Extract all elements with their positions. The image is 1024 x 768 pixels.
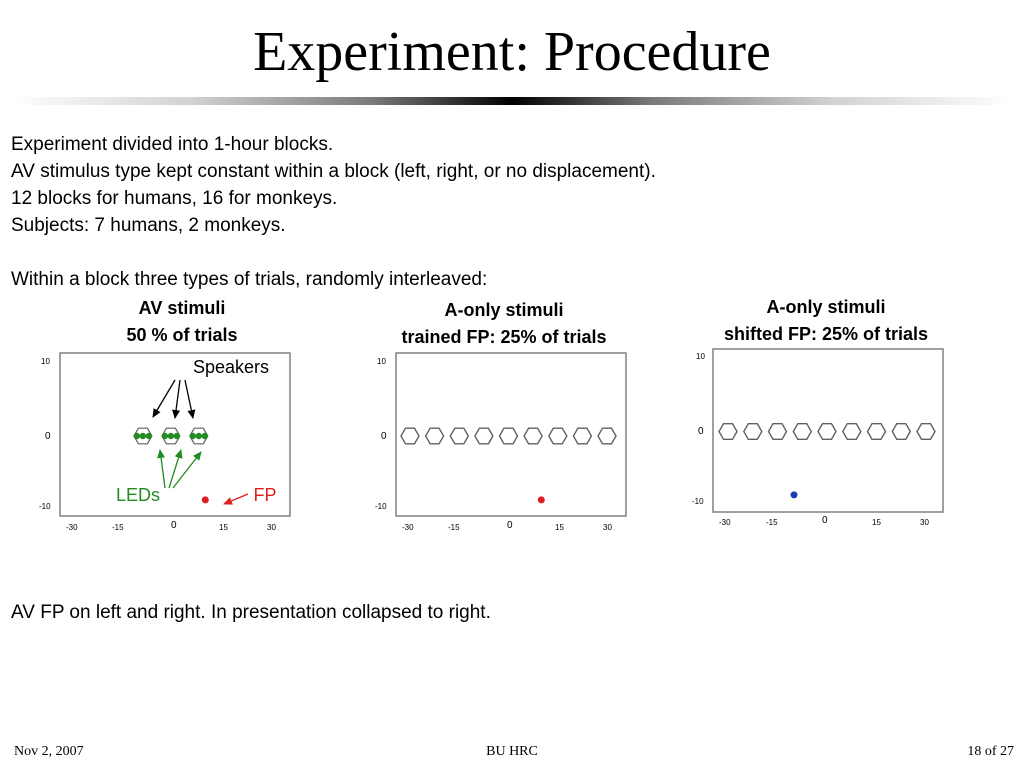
x-tick-label: 30 — [267, 523, 276, 532]
led-array — [133, 432, 208, 440]
led-arrow — [168, 449, 183, 489]
speaker-hexagon — [523, 427, 543, 445]
panel-subheading: 50 % of trials — [126, 325, 237, 345]
speaker-hexagon — [449, 427, 470, 445]
speaker-hexagon — [572, 427, 593, 445]
footer-title: BU HRC — [486, 744, 538, 759]
x-tick-label: 15 — [555, 523, 564, 532]
speaker-hexagon — [718, 423, 738, 440]
slide-title: Experiment: Procedure — [253, 21, 771, 83]
speaker-array — [400, 427, 617, 445]
x-tick-label: -15 — [448, 523, 460, 532]
speaker-arrow — [184, 379, 196, 419]
x-tick-label: 15 — [872, 518, 881, 527]
y-tick-label: 10 — [377, 357, 386, 366]
led-dot — [139, 432, 147, 440]
led-dot — [195, 432, 202, 440]
panel-subheading: trained FP: 25% of trials — [401, 327, 606, 347]
speaker-hexagon — [916, 423, 936, 440]
panel-subheading: shifted FP: 25% of trials — [724, 324, 928, 344]
led-dot — [173, 432, 181, 440]
fp-label: FP — [253, 485, 276, 505]
speaker-hexagon — [474, 427, 494, 445]
led-dot — [189, 432, 196, 440]
x-tick-label: -30 — [66, 523, 78, 532]
panel-a-only-trained: A-only stimuli trained FP: 25% of trials… — [375, 300, 627, 532]
x-tick-label: -30 — [719, 518, 731, 527]
fp-arrow — [223, 493, 249, 505]
x-tick-label: -30 — [402, 523, 414, 532]
speakers-label: Speakers — [193, 357, 269, 377]
fixation-point — [201, 496, 209, 504]
speaker-hexagon — [597, 427, 617, 445]
x-tick-label: 30 — [603, 523, 612, 532]
speaker-array — [718, 423, 936, 440]
footnote: AV FP on left and right. In presentation… — [11, 602, 491, 623]
axis-ticks: 10 0 -10 -30 -15 0 15 30 — [692, 352, 929, 527]
y-tick-label: 0 — [45, 431, 51, 442]
led-dot — [201, 432, 208, 440]
speaker-hexagon — [424, 427, 445, 445]
x-tick-label: -15 — [112, 523, 124, 532]
y-tick-label: -10 — [39, 502, 51, 511]
led-dot — [161, 432, 169, 440]
title-divider — [10, 97, 1014, 105]
led-dot — [145, 432, 153, 440]
x-tick-label: -15 — [766, 518, 778, 527]
speaker-hexagon — [400, 427, 420, 445]
y-tick-label: 0 — [698, 426, 704, 437]
fixation-point — [790, 491, 798, 499]
speaker-hexagon — [841, 423, 862, 440]
led-dot — [133, 432, 141, 440]
speaker-hexagon — [817, 423, 837, 440]
speaker-hexagon — [767, 423, 788, 440]
body-text: Experiment divided into 1-hour blocks. A… — [11, 131, 656, 293]
speaker-hexagon — [498, 427, 519, 445]
y-tick-label: -10 — [692, 497, 704, 506]
bullet-line: 12 blocks for humans, 16 for monkeys. — [11, 188, 338, 209]
bullet-line: Experiment divided into 1-hour blocks. — [11, 134, 334, 155]
speaker-hexagon — [742, 423, 763, 440]
speaker-hexagon — [891, 423, 912, 440]
x-tick-label: 30 — [920, 518, 929, 527]
bullet-line: Subjects: 7 humans, 2 monkeys. — [11, 215, 286, 236]
y-tick-label: 0 — [381, 431, 387, 442]
footer-date: Nov 2, 2007 — [14, 744, 84, 759]
panel-a-only-shifted: A-only stimuli shifted FP: 25% of trials… — [692, 297, 944, 527]
x-tick-label: 15 — [219, 523, 228, 532]
x-tick-label: 0 — [822, 515, 828, 526]
speaker-arrow — [152, 379, 176, 418]
y-tick-label: -10 — [375, 502, 387, 511]
fixation-point — [537, 496, 545, 504]
panel-heading: A-only stimuli — [766, 297, 885, 317]
led-dot — [167, 432, 175, 440]
speaker-hexagon — [792, 423, 813, 440]
panel-heading: A-only stimuli — [444, 300, 563, 320]
x-tick-label: 0 — [171, 520, 177, 531]
axis-ticks: 10 0 -10 -30 -15 0 15 30 — [39, 357, 276, 532]
panel-av-stimuli: AV stimuli 50 % of trials 10 0 -10 -30 -… — [39, 298, 291, 532]
speaker-arrow — [172, 379, 181, 419]
led-arrow — [157, 449, 166, 489]
speaker-hexagon — [866, 423, 887, 440]
intro-line: Within a block three types of trials, ra… — [11, 269, 488, 290]
bullet-line: AV stimulus type kept constant within a … — [11, 161, 656, 182]
led-arrow — [172, 451, 202, 489]
footer-page-number: 18 of 27 — [967, 744, 1014, 759]
y-tick-label: 10 — [696, 352, 705, 361]
y-tick-label: 10 — [41, 357, 50, 366]
speaker-hexagon — [547, 427, 568, 445]
axis-ticks: 10 0 -10 -30 -15 0 15 30 — [375, 357, 612, 532]
leds-label: LEDs — [116, 485, 160, 505]
panel-heading: AV stimuli — [139, 298, 226, 318]
x-tick-label: 0 — [507, 520, 513, 531]
